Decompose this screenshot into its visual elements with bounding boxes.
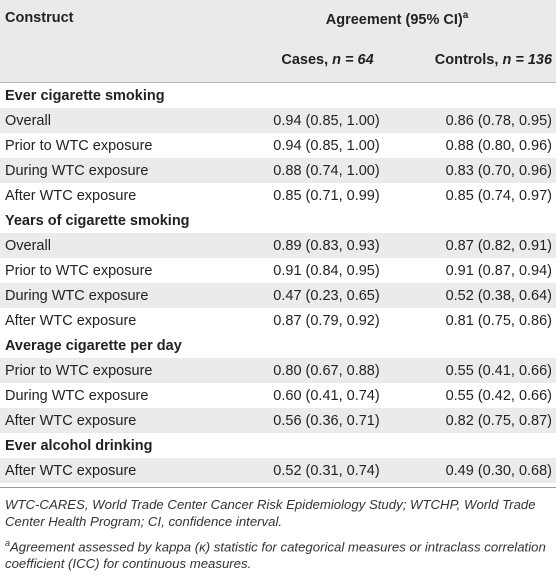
table-body: Ever cigarette smoking Overall 0.94 (0.85,… — [0, 83, 556, 483]
controls-value: 0.83 (0.70, 0.96) — [397, 158, 556, 183]
section-title: Ever alcohol drinking — [0, 433, 556, 458]
table-row: Overall 0.89 (0.83, 0.93) 0.87 (0.82, 0.91… — [0, 233, 556, 258]
row-label: After WTC exposure — [5, 312, 137, 329]
row-label: Overall — [0, 108, 238, 133]
cases-value: 0.94 (0.85, 1.00) — [238, 108, 397, 133]
agreement-footnote-marker: a — [462, 10, 469, 22]
table-row: After WTC exposure 0.56 (0.36, 0.71) 0.82 … — [0, 408, 556, 433]
controls-value: 0.81 (0.75, 0.86) — [445, 312, 553, 329]
controls-value: 0.55 (0.42, 0.66) — [445, 387, 553, 404]
row-label: Prior to WTC exposure — [5, 137, 153, 154]
row-label: During WTC exposure — [5, 387, 149, 404]
controls-value: 0.85 (0.74, 0.97) — [445, 187, 553, 204]
table-bottom-rule — [0, 487, 556, 488]
row-label: Prior to WTC exposure — [5, 262, 153, 279]
table-row: During WTC exposure 0.88 (0.74, 1.00) 0.83… — [0, 158, 556, 183]
table-row: Prior to WTC exposure 0.80 (0.67, 0.88) 0.… — [0, 358, 556, 383]
table-row: During WTC exposure 0.47 (0.23, 0.65) 0.52… — [0, 283, 556, 308]
controls-value: 0.82 (0.75, 0.87) — [397, 408, 556, 433]
cases-value: 0.85 (0.71, 0.99) — [273, 187, 380, 204]
row-label: Overall — [0, 233, 238, 258]
section-row: Ever alcohol drinking — [0, 433, 556, 458]
section-row: Average cigarette per day — [0, 333, 556, 358]
table-row: After WTC exposure 0.52 (0.31, 0.74) 0.49 … — [0, 458, 556, 483]
cases-value: 0.89 (0.83, 0.93) — [238, 233, 397, 258]
section-title: Years of cigarette smoking — [0, 208, 556, 233]
controls-n: n = 136 — [502, 52, 553, 68]
header-empty-cell — [0, 38, 238, 82]
cases-value: 0.47 (0.23, 0.65) — [238, 283, 397, 308]
row-label: During WTC exposure — [0, 283, 238, 308]
section-row: Years of cigarette smoking — [0, 208, 556, 233]
row-label: Prior to WTC exposure — [0, 358, 238, 383]
controls-value: 0.86 (0.78, 0.95) — [397, 108, 556, 133]
cases-value: 0.56 (0.36, 0.71) — [238, 408, 397, 433]
table-row: Prior to WTC exposure 0.91 (0.84, 0.95) 0.… — [0, 258, 556, 283]
cases-value: 0.80 (0.67, 0.88) — [238, 358, 397, 383]
footnote-a-marker: a — [5, 538, 11, 548]
cases-header: Cases, n = 64 — [238, 38, 397, 82]
controls-value: 0.88 (0.80, 0.96) — [445, 137, 553, 154]
section-title: Ever cigarette smoking — [0, 83, 556, 108]
header-row-top: Construct Agreement (95% CI)a — [0, 0, 556, 38]
row-label: During WTC exposure — [0, 158, 238, 183]
cases-value: 0.87 (0.79, 0.92) — [273, 312, 380, 329]
footnote-a-text: Agreement assessed by kappa (κ) statisti… — [5, 539, 546, 572]
header-rule — [0, 82, 556, 83]
footnote-a: aAgreement assessed by kappa (κ) statist… — [0, 535, 556, 572]
table-row: Prior to WTC exposure 0.94 (0.85, 1.00) 0.… — [0, 133, 556, 158]
controls-value: 0.49 (0.30, 0.68) — [397, 458, 556, 483]
controls-value: 0.52 (0.38, 0.64) — [397, 283, 556, 308]
cases-value: 0.94 (0.85, 1.00) — [273, 137, 380, 154]
agreement-header: Agreement (95% CI)a — [238, 0, 556, 38]
section-title: Average cigarette per day — [0, 333, 556, 358]
section-row: Ever cigarette smoking — [0, 83, 556, 108]
cases-value: 0.88 (0.74, 1.00) — [238, 158, 397, 183]
controls-header: Controls, n = 136 — [397, 38, 556, 82]
row-label: After WTC exposure — [5, 187, 137, 204]
cases-value: 0.60 (0.41, 0.74) — [273, 387, 380, 404]
table-row: During WTC exposure 0.60 (0.41, 0.74) 0.55… — [0, 383, 556, 408]
footnote-abbreviations: WTC-CARES, World Trade Center Cancer Ris… — [5, 497, 536, 529]
header-row-bottom: Cases, n = 64 Controls, n = 136 — [0, 38, 556, 82]
table-row: After WTC exposure 0.87 (0.79, 0.92) 0.81 … — [0, 308, 556, 333]
agreement-table: Construct Agreement (95% CI)a Cases, n =… — [0, 0, 556, 483]
cases-label: Cases, — [281, 52, 329, 68]
table-row: Overall 0.94 (0.85, 1.00) 0.86 (0.78, 0.95… — [0, 108, 556, 133]
controls-value: 0.55 (0.41, 0.66) — [397, 358, 556, 383]
cases-value: 0.91 (0.84, 0.95) — [273, 262, 380, 279]
table-row: After WTC exposure 0.85 (0.71, 0.99) 0.85 … — [0, 183, 556, 208]
controls-value: 0.91 (0.87, 0.94) — [445, 262, 553, 279]
cases-value: 0.52 (0.31, 0.74) — [238, 458, 397, 483]
agreement-label: Agreement (95% CI) — [325, 11, 463, 28]
controls-value: 0.87 (0.82, 0.91) — [397, 233, 556, 258]
construct-header: Construct — [5, 10, 74, 26]
cases-n: n = 64 — [332, 52, 374, 68]
controls-label: Controls, — [434, 52, 499, 68]
row-label: After WTC exposure — [0, 408, 238, 433]
row-label: After WTC exposure — [0, 458, 238, 483]
